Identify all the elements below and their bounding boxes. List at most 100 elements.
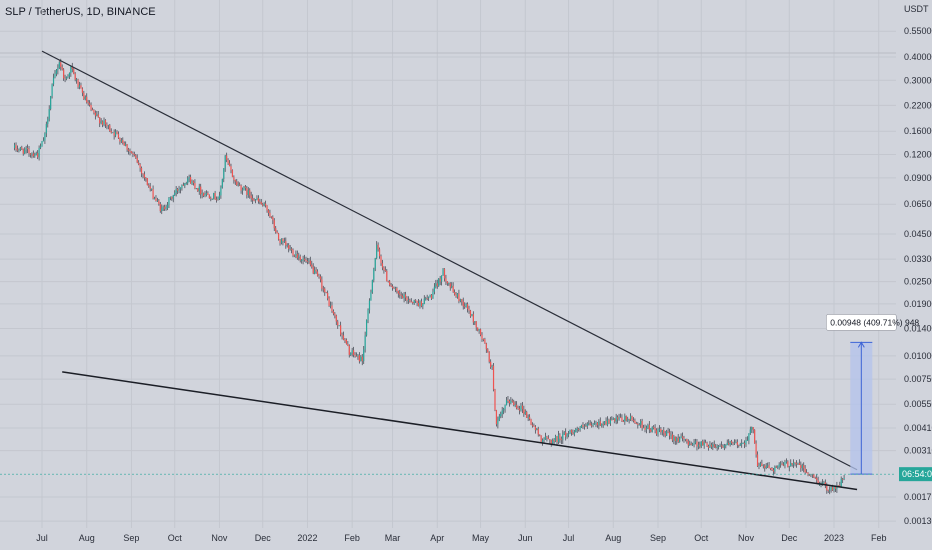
candle-body	[316, 271, 319, 276]
candle-body	[117, 133, 120, 139]
candle-body	[596, 422, 599, 426]
x-tick-label: Nov	[738, 533, 755, 543]
candle-body	[200, 186, 202, 195]
candle-body	[407, 300, 410, 301]
candle-body	[389, 281, 391, 286]
candle-body	[709, 444, 711, 448]
candle-body	[655, 430, 658, 435]
candle-body	[518, 408, 521, 411]
x-tick-label: Dec	[255, 533, 272, 543]
candle-body	[670, 434, 672, 436]
x-tick-label: Jul	[563, 533, 575, 543]
candle-body	[710, 444, 712, 447]
candle-body	[580, 425, 583, 428]
candle-body	[611, 419, 613, 421]
candle-body	[650, 429, 652, 432]
candle-body	[634, 420, 636, 424]
candle-body	[226, 155, 228, 160]
candle-body	[184, 183, 186, 186]
candle-body	[764, 465, 766, 469]
candle-body	[705, 442, 707, 444]
candle-body	[713, 444, 715, 447]
candle-body	[377, 244, 379, 250]
candle-body	[810, 473, 812, 475]
candle-body	[664, 433, 666, 436]
candle-body	[393, 288, 395, 289]
candle-body	[113, 132, 115, 136]
candle-body	[106, 124, 108, 127]
candle-body	[730, 441, 733, 443]
candle-body	[197, 188, 199, 192]
candle-body	[621, 417, 623, 422]
candle-body	[413, 300, 415, 304]
candle-body	[394, 288, 397, 289]
candle-body	[592, 424, 594, 426]
candle-body	[217, 198, 219, 200]
candle-body	[194, 183, 196, 189]
candle-body	[228, 163, 231, 167]
candle-body	[174, 192, 176, 196]
candle-body	[223, 168, 225, 180]
candle-body	[374, 258, 376, 270]
candle-body	[145, 177, 147, 179]
candle-body	[351, 350, 353, 353]
candle-body	[409, 300, 411, 302]
candle-body	[738, 444, 740, 446]
candle-body	[44, 133, 46, 141]
candle-body	[55, 70, 58, 74]
candle-body	[459, 299, 461, 302]
candle-body	[576, 428, 578, 430]
candle-body	[435, 283, 437, 287]
candle-body	[466, 304, 469, 309]
candle-body	[671, 434, 674, 441]
candle-body	[722, 446, 724, 448]
candle-body	[609, 419, 611, 424]
candle-body	[60, 62, 62, 67]
candle-body	[729, 441, 731, 445]
candle-body	[230, 166, 232, 171]
candle-body	[318, 275, 320, 277]
candle-body	[563, 432, 565, 435]
x-tick-label: Dec	[781, 533, 798, 543]
candle-body	[70, 66, 72, 74]
candle-body	[327, 293, 329, 299]
candle-body	[142, 173, 144, 175]
candle-body	[453, 292, 456, 295]
candle-body	[78, 85, 81, 88]
candle-body	[510, 400, 512, 404]
candle-body	[589, 423, 591, 426]
candle-body	[517, 408, 519, 410]
candle-body	[240, 185, 242, 191]
candle-body	[559, 434, 561, 439]
candle-body	[373, 269, 375, 281]
candle-body	[239, 184, 241, 186]
x-tick-label: Feb	[871, 533, 887, 543]
candle-body	[350, 352, 352, 355]
candle-body	[575, 429, 577, 433]
candle-body	[220, 187, 222, 196]
candle-body	[446, 281, 448, 284]
candle-body	[458, 293, 460, 302]
candle-body	[556, 436, 558, 442]
candle-body	[367, 310, 369, 321]
measure-label-box	[826, 314, 897, 331]
candle-body	[680, 436, 682, 439]
candle-body	[617, 417, 619, 420]
candle-body	[423, 298, 425, 305]
candle-body	[35, 153, 37, 155]
candle-body	[143, 174, 146, 178]
candle-body	[28, 149, 30, 154]
candle-body	[570, 429, 573, 433]
candle-body	[586, 424, 588, 427]
candle-body	[420, 301, 423, 307]
candle-body	[208, 194, 210, 199]
candle-body	[530, 419, 532, 425]
candle-body	[252, 198, 254, 201]
candle-body	[371, 280, 373, 293]
candle-body	[813, 474, 815, 478]
